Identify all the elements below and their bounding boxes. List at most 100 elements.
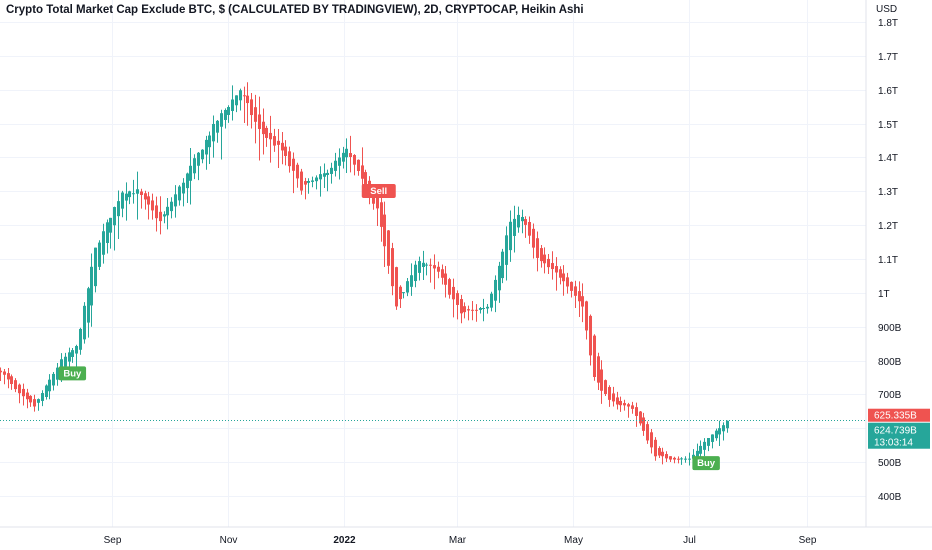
- svg-text:624.739B: 624.739B: [874, 426, 917, 437]
- candle-down: [578, 281, 581, 317]
- candle-down: [623, 399, 626, 411]
- currency-label[interactable]: USD: [876, 4, 898, 15]
- candle-down: [300, 168, 303, 195]
- candle-up: [83, 302, 86, 344]
- candle-down: [448, 277, 451, 299]
- x-tick-label: Jul: [683, 535, 696, 546]
- y-tick-label: 1.5T: [878, 120, 898, 131]
- candle-up: [37, 398, 40, 411]
- candle-down: [380, 196, 383, 242]
- candle-down: [619, 396, 622, 412]
- candle-down: [441, 264, 444, 285]
- candle-down: [269, 115, 272, 163]
- candle-down: [265, 125, 268, 147]
- candle-up: [170, 197, 173, 219]
- candle-down: [463, 302, 466, 319]
- candle-up: [75, 344, 78, 370]
- candle-down: [353, 154, 356, 176]
- candle-up: [703, 438, 706, 457]
- candle-up: [418, 256, 421, 281]
- candle-down: [258, 96, 261, 161]
- candle-up: [205, 135, 208, 170]
- candle-down: [639, 411, 642, 426]
- candle-up: [311, 176, 314, 188]
- candle-down: [18, 383, 21, 404]
- candle-down: [284, 140, 287, 166]
- candle-down: [399, 285, 402, 309]
- candle-up: [71, 348, 74, 363]
- candle-up: [166, 198, 169, 230]
- candle-up: [220, 109, 223, 160]
- candle-down: [140, 188, 143, 209]
- candle-down: [14, 378, 17, 393]
- candle-down: [600, 360, 603, 404]
- candle-down: [593, 334, 596, 381]
- candle-down: [543, 247, 546, 274]
- bar-countdown: 13:03:14: [874, 438, 913, 449]
- candle-down: [642, 412, 645, 436]
- candle-down: [277, 129, 280, 168]
- candle-down: [570, 281, 573, 298]
- buy-signal-marker: Buy: [58, 366, 87, 381]
- candle-down: [635, 402, 638, 427]
- candle-down: [273, 128, 276, 152]
- candle-up: [715, 428, 718, 441]
- candle-up: [699, 440, 702, 459]
- candle-up: [52, 372, 55, 391]
- candle-down: [288, 146, 291, 173]
- x-tick-label: May: [564, 535, 583, 546]
- candle-up: [98, 240, 101, 271]
- y-tick-label: 1.1T: [878, 255, 898, 266]
- candle-up: [208, 131, 211, 165]
- candle-up: [490, 291, 493, 312]
- y-tick-label: 1.7T: [878, 52, 898, 63]
- candle-down: [357, 159, 360, 176]
- candle-up: [163, 211, 166, 224]
- x-tick-label: Sep: [104, 535, 122, 546]
- candle-up: [494, 275, 497, 313]
- candle-up: [726, 420, 729, 433]
- x-tick-label: Nov: [220, 535, 238, 546]
- candle-down: [562, 265, 565, 296]
- candle-down: [296, 162, 299, 188]
- candle-down: [243, 86, 246, 124]
- time-axis[interactable]: Sep Nov 2022 Mar May Jul Sep: [0, 526, 932, 546]
- candle-up: [201, 149, 204, 164]
- candle-down: [528, 216, 531, 244]
- candle-down: [29, 395, 32, 407]
- candle-up: [113, 206, 116, 251]
- candle-up: [414, 260, 417, 288]
- candle-down: [147, 191, 150, 220]
- candle-up: [307, 178, 310, 194]
- signal-label: Buy: [63, 368, 82, 379]
- candle-up: [79, 327, 82, 355]
- candle-up: [45, 384, 48, 400]
- chart-title: Crypto Total Market Cap Exclude BTC, $ (…: [6, 4, 584, 16]
- candle-down: [159, 196, 162, 235]
- candle-down: [669, 456, 672, 462]
- candle-up: [330, 162, 333, 184]
- candle-up: [707, 437, 710, 452]
- candle-down: [254, 94, 257, 144]
- candle-up: [121, 190, 124, 218]
- candle-up: [182, 178, 185, 207]
- candle-down: [250, 92, 253, 129]
- candle-down: [536, 231, 539, 272]
- candle-up: [48, 374, 51, 400]
- candle-down: [7, 368, 10, 389]
- candle-down: [26, 388, 29, 409]
- candle-down: [608, 385, 611, 407]
- candle-up: [479, 307, 482, 314]
- candle-up: [688, 452, 691, 466]
- candle-down: [10, 374, 13, 390]
- candle-up: [338, 148, 341, 180]
- candle-down: [658, 446, 661, 458]
- candle-down: [532, 223, 535, 259]
- last-price-tag: 625.335B: [868, 408, 930, 422]
- candle-up: [498, 261, 501, 303]
- candle-down: [383, 201, 386, 268]
- y-tick-label: 1.4T: [878, 153, 898, 164]
